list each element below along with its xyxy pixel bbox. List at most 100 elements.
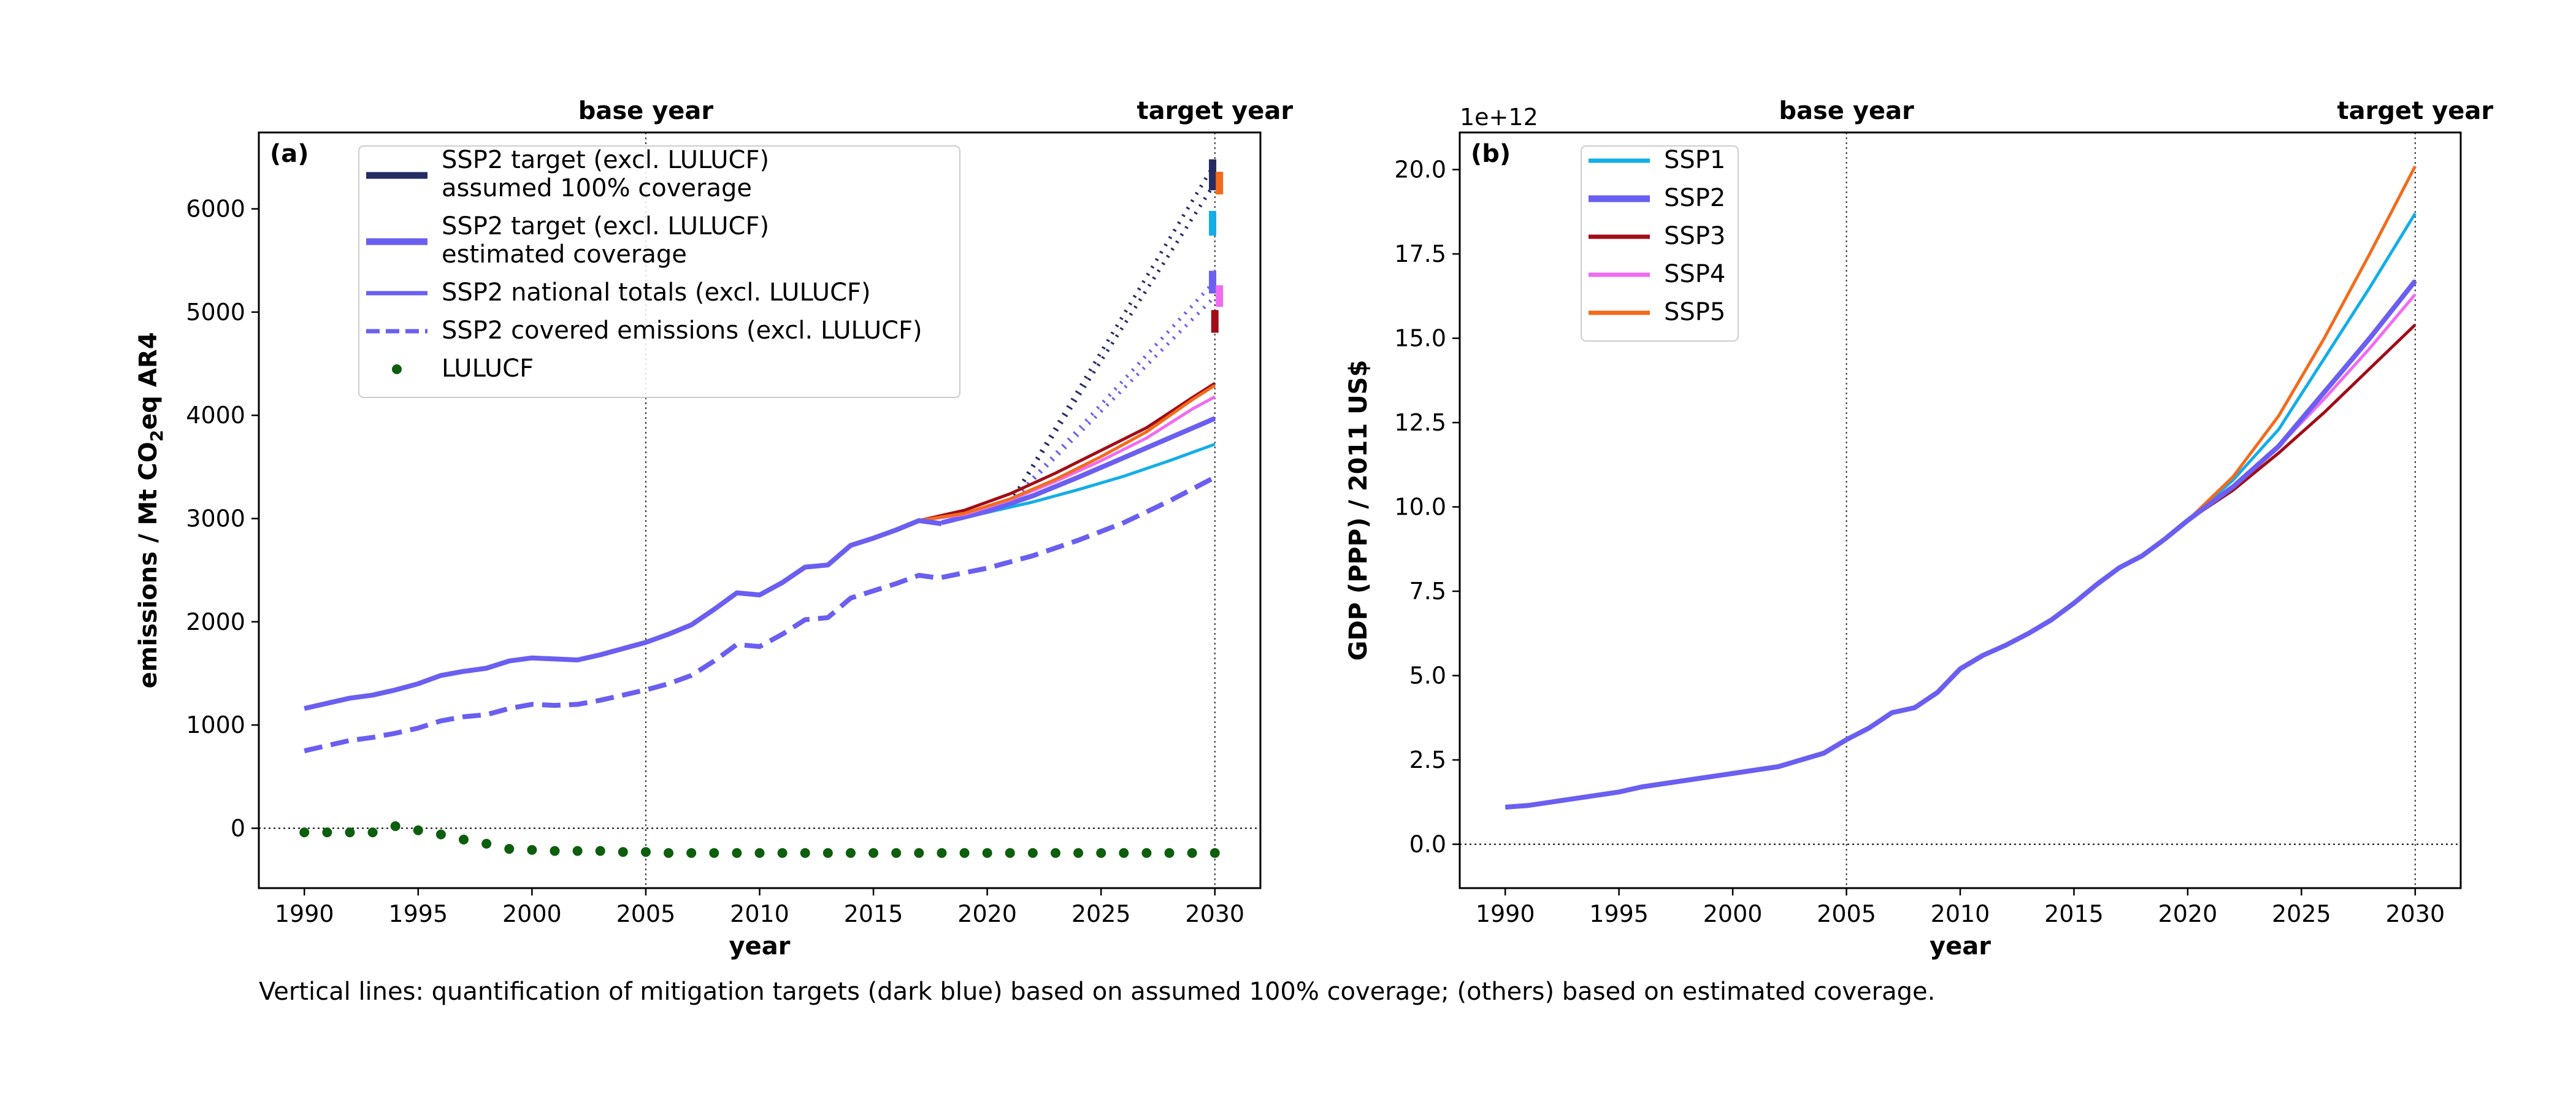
legend-label: estimated coverage: [442, 240, 687, 269]
lulucf-point: [435, 829, 446, 840]
x-tick-label: 2000: [1703, 900, 1763, 927]
y-tick-label: 20.0: [1394, 156, 1446, 183]
lulucf-point: [1119, 848, 1129, 858]
x-tick-label: 1990: [1476, 900, 1535, 927]
target-projection-line: [1008, 162, 1217, 504]
y-tick-label: 0: [231, 815, 245, 841]
series-ssp1: [2187, 212, 2417, 522]
target-projection-line: [1008, 280, 1217, 505]
series-covered-emissions-projection: [941, 475, 1216, 580]
lulucf-point: [618, 847, 628, 857]
lulucf-point: [959, 848, 970, 858]
y-tick-label: 3000: [186, 505, 245, 532]
x-tick-label: 1995: [388, 900, 448, 927]
x-tick-label: 2020: [2158, 900, 2218, 927]
legend-label: SSP2 target (excl. LULUCF): [442, 146, 769, 174]
lulucf-point: [504, 844, 515, 854]
lulucf-point: [550, 846, 560, 856]
lulucf-point: [299, 827, 310, 838]
lulucf-point: [481, 838, 492, 849]
lulucf-point: [1209, 848, 1220, 858]
lulucf-point: [1164, 848, 1175, 858]
y-tick-label: 15.0: [1394, 325, 1446, 352]
lulucf-point: [1141, 848, 1152, 858]
lulucf-point: [1096, 848, 1106, 858]
lulucf-point: [800, 848, 810, 858]
lulucf-point: [367, 827, 378, 838]
panel-label: (b): [1471, 140, 1511, 168]
lulucf-point: [1073, 848, 1084, 858]
x-tick-label: 2030: [2385, 900, 2445, 927]
legend-label: SSP2 national totals (excl. LULUCF): [442, 278, 871, 307]
projection-line-ssp3: [918, 381, 1216, 523]
lulucf-point: [1005, 848, 1015, 858]
lulucf-point: [845, 848, 856, 858]
vline-label-base-year: base year: [1779, 97, 1914, 125]
vline-label-target-year: target year: [1137, 97, 1293, 125]
series-ssp5: [2187, 165, 2417, 522]
target-projection-line: [1008, 182, 1217, 504]
legend: SSP1 SSP2 SSP3 SSP4 SSP5: [1581, 145, 1739, 342]
y-tick-label: 2.5: [1409, 746, 1446, 773]
lulucf-point: [459, 834, 469, 845]
lulucf-point: [595, 846, 605, 856]
x-tick-label: 2005: [616, 900, 676, 927]
lulucf-point: [1050, 848, 1060, 858]
panel-b-gdp-chart: base year target year 1990 1995 2000 2005 2010…: [1344, 97, 2493, 960]
x-tick-label: 2025: [1071, 900, 1131, 927]
lulucf-point: [777, 848, 788, 858]
lulucf-point: [664, 848, 674, 858]
lulucf-point: [640, 847, 651, 857]
x-tick-label: 2030: [1185, 900, 1244, 927]
x-tick-label: 2015: [844, 900, 903, 927]
x-tick-label: 2000: [502, 900, 562, 927]
lulucf-point: [390, 821, 401, 832]
x-tick-label: 1990: [275, 900, 334, 927]
legend-label: SSP2 covered emissions (excl. LULUCF): [442, 316, 922, 345]
lulucf-point: [754, 848, 765, 858]
vline-label-base-year: base year: [578, 97, 714, 125]
projection-line-ssp5: [918, 384, 1216, 523]
y-axis-label: emissions / Mt CO2eq AR4: [134, 332, 167, 688]
legend-label: SSP1: [1664, 146, 1725, 174]
y-tick-label: 12.5: [1394, 409, 1446, 436]
y-tick-label: 2000: [186, 608, 245, 635]
legend-label: SSP4: [1664, 260, 1725, 288]
lulucf-point: [345, 827, 355, 838]
y-tick-label: 6000: [186, 196, 245, 223]
legend-label: SSP5: [1664, 298, 1725, 326]
lulucf-point: [527, 845, 537, 855]
lulucf-point: [322, 827, 332, 838]
legend-label: LULUCF: [442, 355, 534, 383]
lulucf-point: [1027, 848, 1038, 858]
projection-line-ssp2: [941, 416, 1216, 526]
legend-box: [1581, 145, 1739, 342]
x-tick-label: 2020: [957, 900, 1017, 927]
lulucf-point: [709, 848, 719, 858]
lulucf-point: [868, 848, 879, 858]
legend-label: SSP3: [1664, 222, 1725, 250]
series-ssp2: [2186, 279, 2417, 523]
lulucf-point: [686, 848, 697, 858]
lulucf-point: [732, 848, 742, 858]
y-tick-label: 1000: [186, 711, 245, 738]
legend: SSP2 target (excl. LULUCF)assumed 100% c…: [358, 145, 960, 398]
x-tick-label: 2010: [730, 900, 789, 927]
series-gdp-historical: [1505, 518, 2190, 810]
panel-label: (a): [270, 140, 309, 168]
legend-label: assumed 100% coverage: [442, 174, 752, 202]
y-tick-label: 10.0: [1394, 494, 1446, 521]
y-tick-label: 4000: [186, 402, 245, 429]
legend-box: [358, 145, 960, 398]
legend-label: SSP2: [1664, 184, 1725, 212]
lulucf-point: [572, 846, 583, 856]
legend-label: SSP2 target (excl. LULUCF): [442, 212, 769, 240]
lulucf-point: [914, 848, 924, 858]
lulucf-point: [982, 848, 992, 858]
lulucf-point: [891, 848, 902, 858]
y-tick-label: 5.0: [1409, 662, 1446, 689]
panel-a-emissions-chart: base year target year 1990 1995 2000 2005 2010…: [134, 97, 1293, 960]
series-covered-emissions: [304, 573, 942, 754]
x-tick-label: 2015: [2044, 900, 2104, 927]
